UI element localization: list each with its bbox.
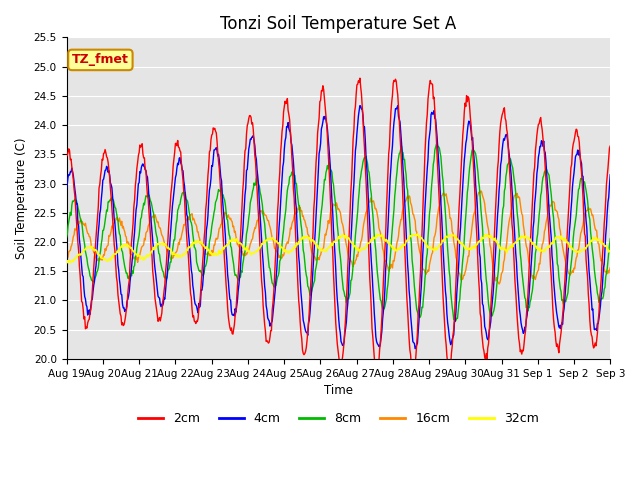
4cm: [72, 201, 80, 206]
4cm: [405, 288, 413, 293]
8cm: [129, 268, 136, 274]
8cm: [72, 197, 80, 203]
2cm: [422, 135, 429, 141]
Line: 8cm: 8cm: [67, 144, 611, 322]
32cm: [413, 231, 421, 237]
Line: 16cm: 16cm: [67, 191, 611, 284]
2cm: [212, 130, 220, 135]
4cm: [412, 346, 419, 351]
16cm: [477, 188, 484, 194]
32cm: [73, 253, 81, 259]
2cm: [607, 143, 614, 149]
32cm: [607, 248, 614, 253]
8cm: [63, 235, 70, 240]
4cm: [63, 186, 70, 192]
2cm: [129, 230, 136, 236]
2cm: [72, 217, 80, 223]
2cm: [405, 336, 413, 342]
4cm: [607, 172, 614, 178]
8cm: [212, 198, 220, 204]
32cm: [405, 235, 413, 241]
8cm: [420, 287, 428, 293]
8cm: [607, 236, 614, 241]
32cm: [184, 244, 192, 250]
16cm: [495, 281, 503, 287]
Line: 32cm: 32cm: [67, 234, 611, 263]
8cm: [433, 141, 441, 146]
X-axis label: Time: Time: [324, 384, 353, 397]
Text: TZ_fmet: TZ_fmet: [72, 53, 129, 66]
Line: 4cm: 4cm: [67, 106, 611, 348]
Line: 2cm: 2cm: [67, 78, 611, 375]
8cm: [184, 198, 191, 204]
4cm: [212, 145, 220, 151]
16cm: [420, 267, 428, 273]
8cm: [404, 201, 412, 207]
16cm: [607, 265, 614, 271]
Y-axis label: Soil Temperature (C): Soil Temperature (C): [15, 137, 28, 259]
Legend: 2cm, 4cm, 8cm, 16cm, 32cm: 2cm, 4cm, 8cm, 16cm, 32cm: [133, 407, 544, 430]
16cm: [72, 227, 80, 233]
2cm: [408, 372, 416, 378]
2cm: [184, 246, 191, 252]
4cm: [184, 214, 191, 220]
16cm: [404, 196, 412, 202]
8cm: [451, 319, 459, 324]
32cm: [422, 240, 429, 246]
32cm: [213, 252, 221, 258]
Title: Tonzi Soil Temperature Set A: Tonzi Soil Temperature Set A: [220, 15, 456, 33]
32cm: [63, 260, 71, 265]
32cm: [63, 258, 70, 264]
4cm: [356, 103, 364, 108]
16cm: [129, 252, 136, 258]
2cm: [63, 153, 70, 159]
2cm: [356, 75, 364, 81]
16cm: [63, 258, 70, 264]
32cm: [129, 248, 137, 254]
16cm: [184, 215, 191, 220]
16cm: [212, 235, 220, 241]
4cm: [422, 191, 429, 196]
4cm: [129, 256, 136, 262]
